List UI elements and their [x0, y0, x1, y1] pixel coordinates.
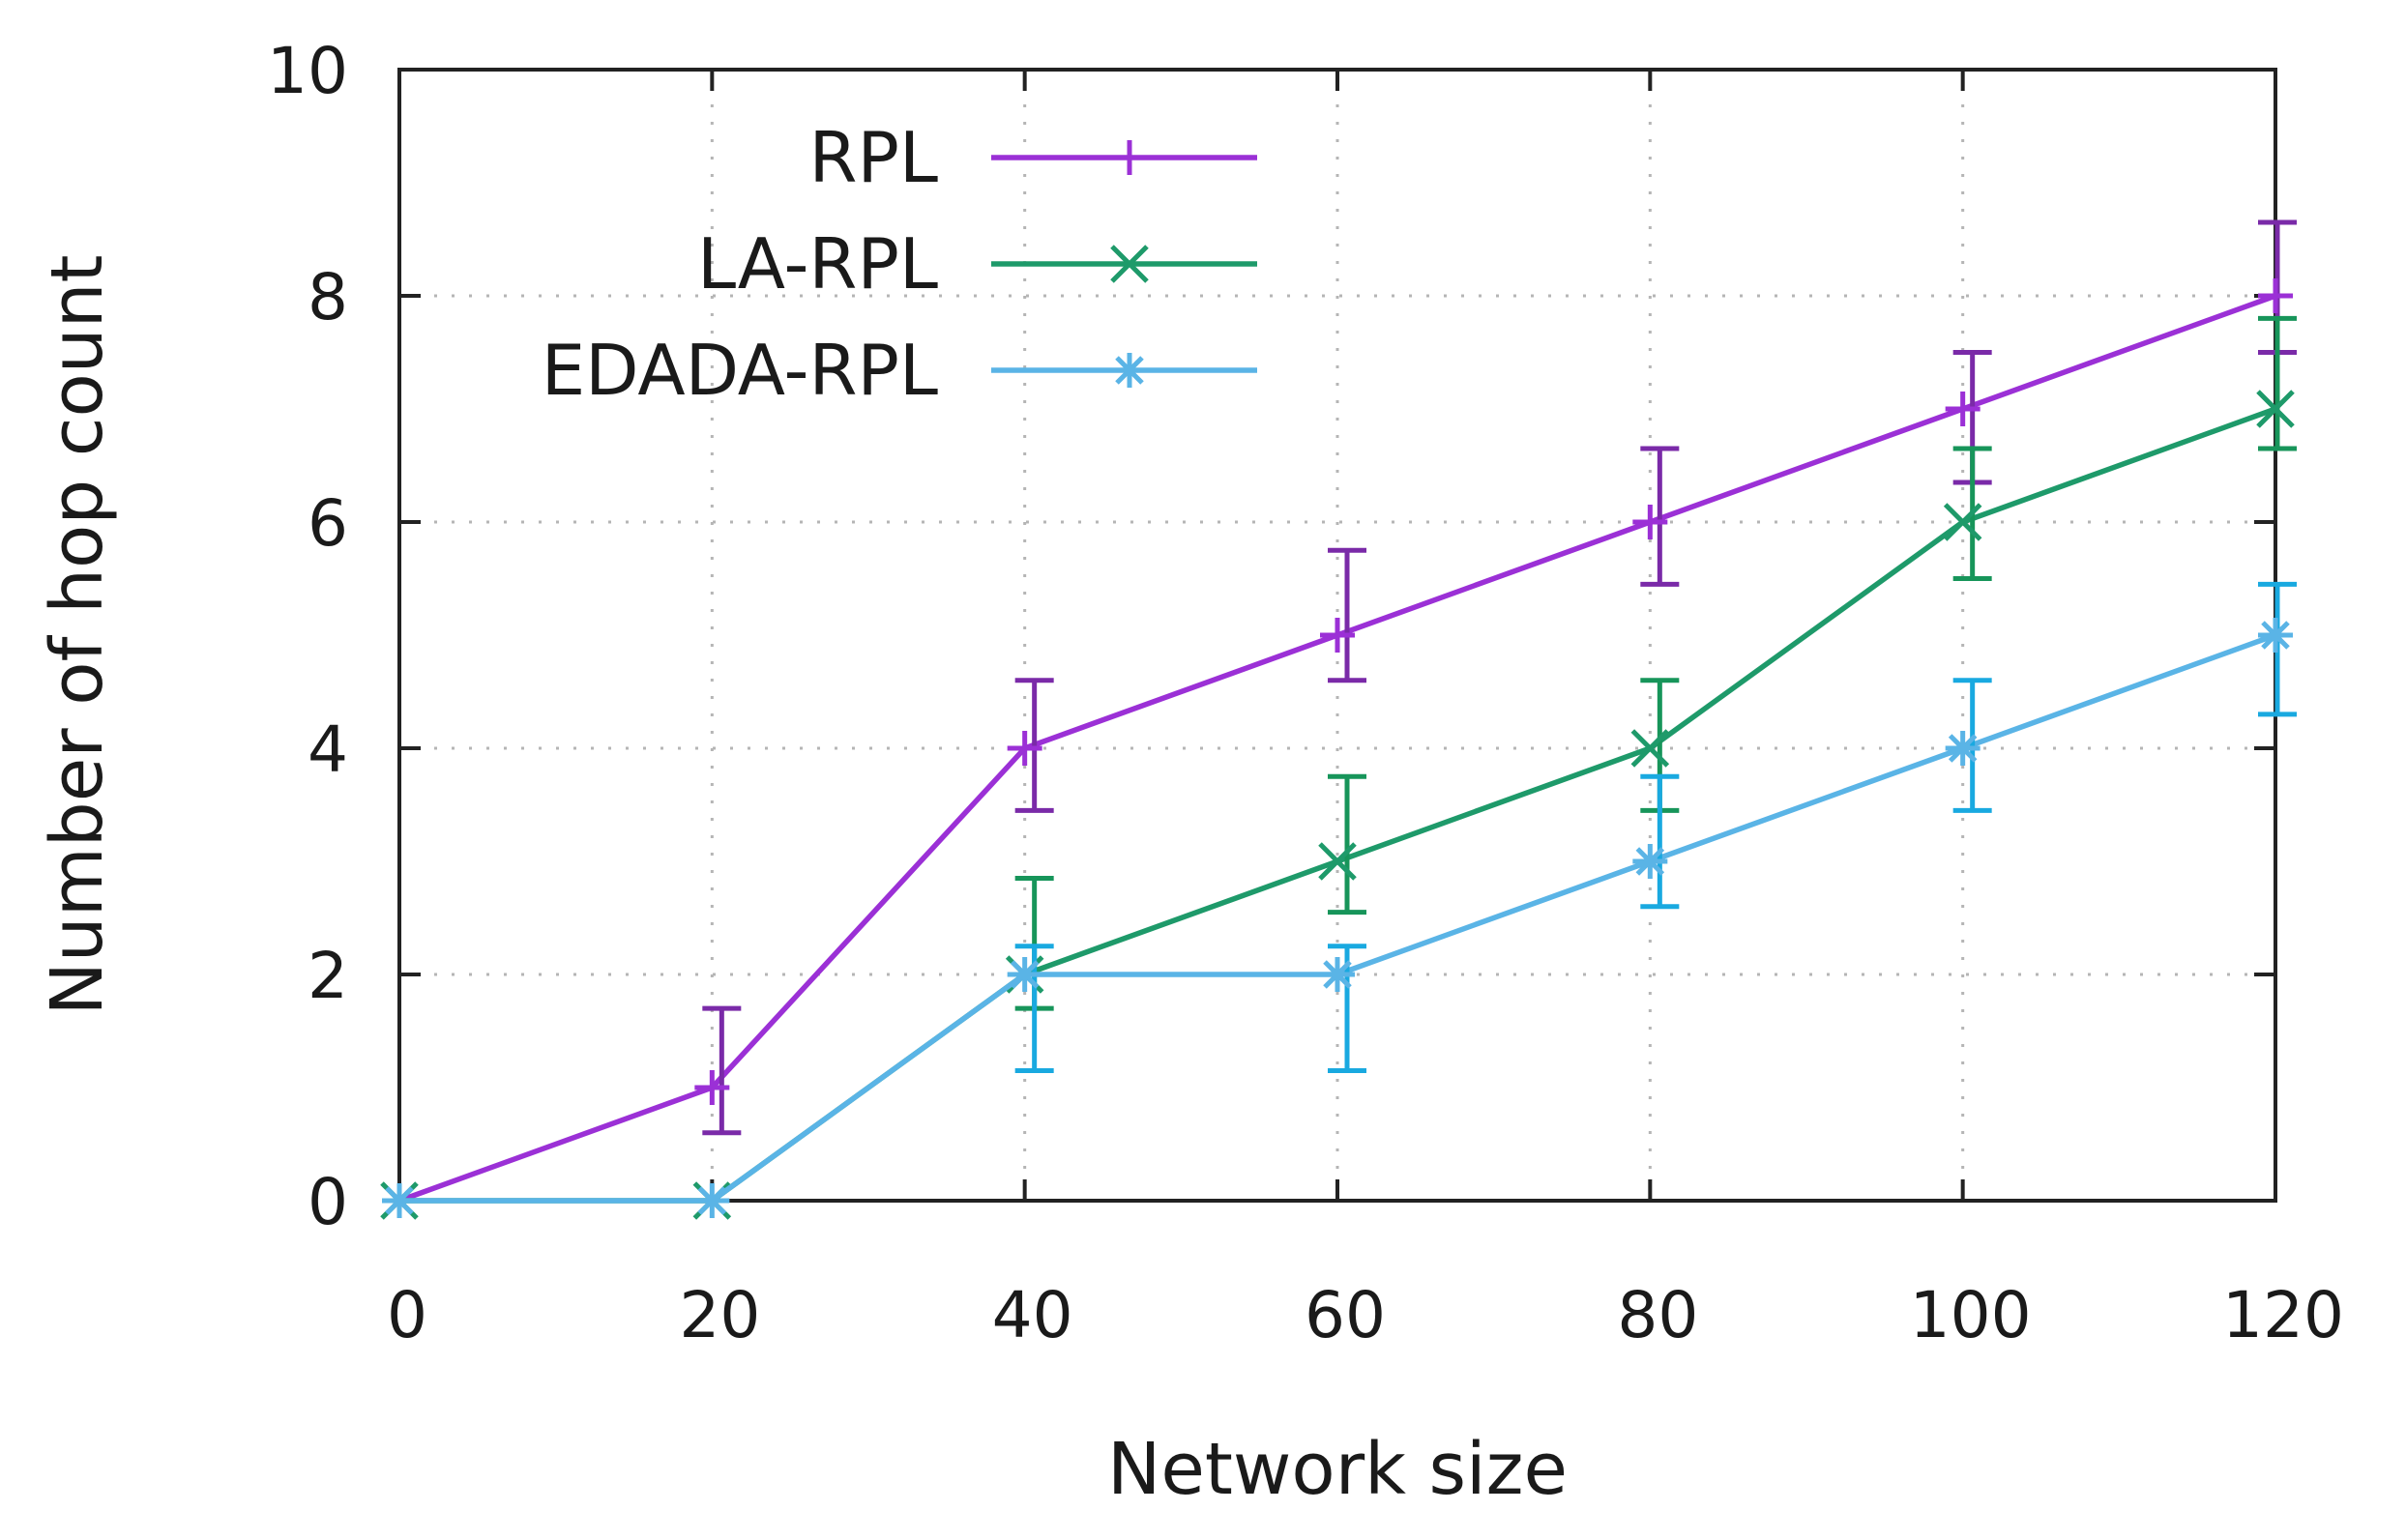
plus-marker — [1007, 731, 1042, 766]
grid-layer — [399, 70, 2275, 1201]
star-marker — [1632, 844, 1668, 879]
x-tick-label: 60 — [1305, 1278, 1386, 1352]
series-rpl — [382, 219, 2297, 1218]
x-tick-label: 100 — [1910, 1278, 2032, 1352]
error-bar — [1640, 773, 1680, 910]
star-marker — [1007, 957, 1042, 992]
y-tick-label: 0 — [308, 1165, 348, 1239]
plus-marker — [2258, 278, 2293, 313]
star-marker — [382, 1183, 417, 1218]
error-bar — [1014, 678, 1054, 813]
x-tick-label: 0 — [387, 1278, 427, 1352]
series-la-rpl — [380, 315, 2297, 1220]
error-bar — [1952, 678, 1992, 813]
plus-marker — [1320, 618, 1355, 653]
error-bar — [1328, 773, 1366, 915]
error-bar — [1328, 547, 1366, 683]
error-bar — [1640, 446, 1680, 587]
x-tick-label: 40 — [992, 1278, 1073, 1352]
plus-marker — [1945, 392, 1981, 426]
star-marker — [1320, 957, 1355, 992]
plus-marker — [1632, 505, 1668, 539]
y-tick-label: 2 — [308, 939, 348, 1013]
y-tick-label: 8 — [308, 260, 348, 334]
legend-label-la-rpl: LA-RPL — [697, 223, 938, 305]
x-marker — [1943, 503, 1982, 541]
error-bar — [2258, 315, 2297, 451]
series-edada-rpl — [382, 581, 2297, 1218]
y-tick-label: 6 — [308, 486, 348, 561]
ticks-layer: 0 20 40 60 80 100 120 0 2 4 6 8 10 — [267, 34, 2344, 1352]
star-marker — [2258, 618, 2293, 653]
y-axis-title: Number of hop count — [36, 254, 119, 1015]
error-bar — [702, 1005, 742, 1136]
legend-label-rpl: RPL — [808, 117, 938, 198]
x-tick-label: 20 — [679, 1278, 760, 1352]
legend-label-edada-rpl: EDADA-RPL — [542, 330, 938, 411]
series-line — [399, 406, 2276, 1204]
x-tick-label: 120 — [2222, 1278, 2344, 1352]
plus-marker — [1112, 140, 1147, 175]
star-marker — [694, 1183, 730, 1218]
y-tick-label: 10 — [267, 34, 348, 108]
x-marker — [1318, 842, 1357, 881]
x-marker — [1110, 245, 1149, 283]
series-layer — [380, 219, 2297, 1220]
x-marker — [2256, 390, 2295, 428]
y-tick-label: 4 — [308, 712, 348, 787]
plus-marker — [694, 1070, 730, 1105]
x-tick-label: 80 — [1617, 1278, 1698, 1352]
x-marker — [1630, 729, 1670, 768]
star-marker — [1112, 353, 1147, 388]
legend-layer: RPL LA-RPL EDADA-RPL — [542, 117, 1257, 411]
x-axis-title: Network size — [1107, 1428, 1568, 1511]
star-marker — [1945, 731, 1981, 766]
